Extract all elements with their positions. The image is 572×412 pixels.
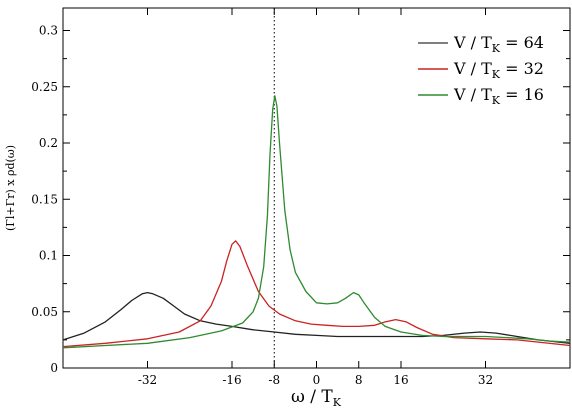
x-tick-label: -8 — [268, 373, 280, 387]
y-tick-label: 0.05 — [31, 305, 58, 319]
legend-label: V / TK = 16 — [453, 85, 544, 107]
series-line-1 — [62, 240, 571, 348]
axes-layer: -32 -16 -8 0 8 16 32 0 0.05 0.1 0.15 0.2 0.25 0.3 — [31, 8, 570, 387]
y-tick-label: 0.25 — [31, 80, 58, 94]
series-line-2 — [62, 95, 571, 349]
x-tick-label: 32 — [478, 373, 493, 387]
legend-label: V / TK = 64 — [453, 33, 544, 55]
x-tick-label: 8 — [355, 373, 363, 387]
series-layer — [62, 95, 571, 349]
y-tick-label: 0.1 — [39, 249, 58, 263]
x-tick-label: 0 — [313, 373, 321, 387]
y-axis-label: (Γl+Γr) x ρd(ω) — [4, 145, 17, 231]
y-tick-label: 0.2 — [39, 136, 58, 150]
y-tick-label: 0.3 — [39, 24, 58, 38]
x-axis-label: ω / TK — [291, 387, 342, 409]
x-tick-label: -16 — [222, 373, 241, 387]
plot-frame — [62, 7, 571, 369]
series-line-0 — [62, 291, 571, 344]
legend-label: V / TK = 32 — [453, 59, 544, 81]
legend: V / TK = 64 V / TK = 32 V / TK = 16 — [418, 33, 544, 107]
x-tick-label: -32 — [138, 373, 157, 387]
y-tick-label: 0.15 — [31, 192, 58, 206]
x-tick-label: 16 — [393, 373, 408, 387]
y-tick-label: 0 — [50, 361, 58, 375]
